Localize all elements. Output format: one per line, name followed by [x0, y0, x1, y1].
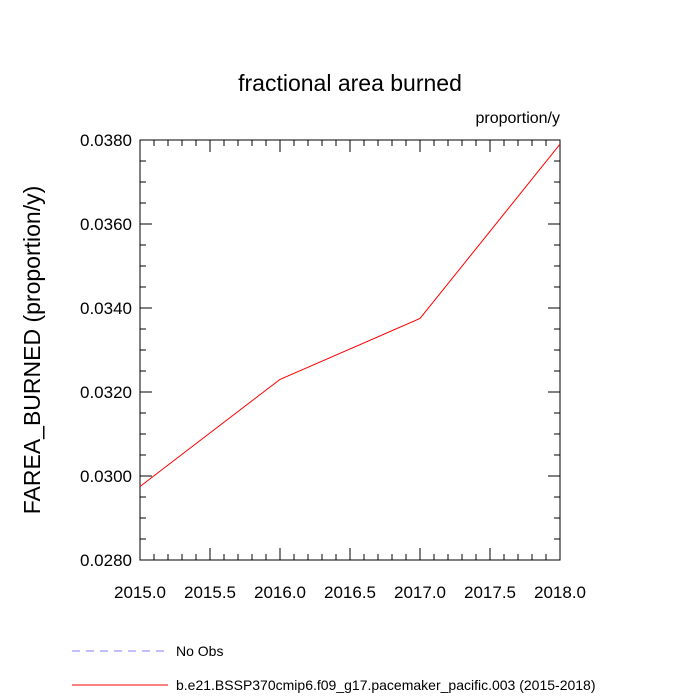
- x-tick-label: 2016.5: [324, 583, 376, 602]
- x-tick-label: 2018.0: [534, 583, 586, 602]
- legend: No Obs b.e21.BSSP370cmip6.f09_g17.pacemak…: [72, 643, 596, 693]
- x-tick-label: 2015.0: [114, 583, 166, 602]
- y-tick-labels: 0.0280 0.0300 0.0320 0.0340 0.0360 0.0380: [80, 131, 132, 570]
- y-tick-label: 0.0340: [80, 299, 132, 318]
- series-line-0: [139, 143, 561, 487]
- x-tick-labels: 2015.0 2015.5 2016.0 2016.5 2017.0 2017.5 2018…: [114, 583, 586, 602]
- x-tick-label: 2016.0: [254, 583, 306, 602]
- plot-frame: [139, 139, 561, 561]
- legend-label-1: b.e21.BSSP370cmip6.f09_g17.pacemaker_pac…: [176, 677, 596, 693]
- x-tick-label: 2017.5: [464, 583, 516, 602]
- legend-label-0: No Obs: [176, 643, 223, 659]
- x-tick-label: 2017.0: [394, 583, 446, 602]
- x-tick-label: 2015.5: [184, 583, 236, 602]
- y-tick-label: 0.0380: [80, 131, 132, 150]
- y-tick-label: 0.0280: [80, 551, 132, 570]
- y-tick-label: 0.0360: [80, 215, 132, 234]
- y-tick-label: 0.0320: [80, 383, 132, 402]
- units-label: proportion/y: [476, 110, 561, 127]
- y-axis-label: FAREA_BURNED (proportion/y): [19, 186, 45, 515]
- axis-ticks: [139, 139, 561, 561]
- chart-title: fractional area burned: [238, 70, 462, 96]
- y-tick-label: 0.0300: [80, 467, 132, 486]
- series-layer: [139, 143, 561, 487]
